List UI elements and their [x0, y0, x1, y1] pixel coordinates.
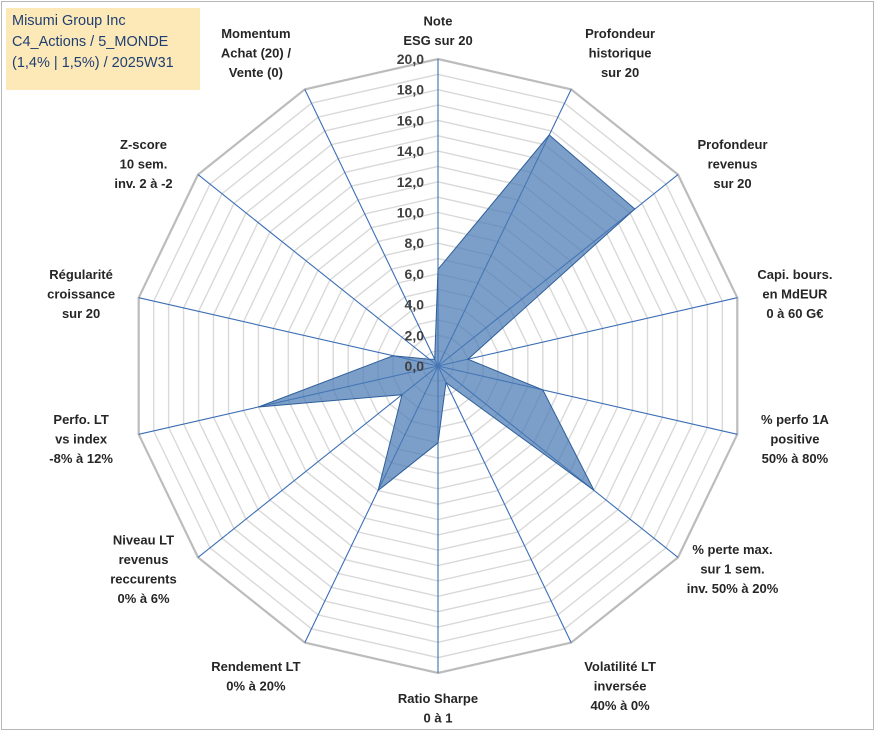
r-tick-label: 0,0 — [405, 358, 425, 374]
axis-label-line: % perte max. — [692, 542, 772, 557]
axis-label-line: 10 sem. — [120, 156, 168, 171]
axis-label-line: 40% à 0% — [590, 698, 650, 713]
r-tick-label: 12,0 — [397, 174, 424, 190]
title-line-category: C4_Actions / 5_MONDE — [12, 34, 169, 50]
axis-label-line: Achat (20) / — [221, 46, 291, 61]
axis-label-line: Régularité — [49, 267, 113, 282]
axis-label-line: inv. 50% à 20% — [687, 581, 779, 596]
axis-label: Momentum Achat (20) / Vente (0) — [221, 26, 291, 80]
axis-label-line: en MdEUR — [762, 287, 828, 302]
axis-label-line: vs index — [55, 431, 108, 446]
axis-label-line: 0% à 20% — [226, 678, 286, 693]
axis-label-line: sur 20 — [713, 176, 751, 191]
r-tick-label: 10,0 — [397, 205, 424, 221]
axis-label-line: Momentum — [221, 26, 290, 41]
axis-label-line: Profondeur — [697, 137, 767, 152]
axis-label-line: 0% à 6% — [117, 591, 169, 606]
title-box: Misumi Group Inc C4_Actions / 5_MONDE (1… — [6, 8, 200, 90]
axis-spoke — [437, 365, 572, 643]
axis-label: % perte max. sur 1 sem. inv. 50% à 20% — [687, 542, 779, 596]
axis-label-line: inv. 2 à -2 — [114, 176, 172, 191]
axis-label: Note ESG sur 20 — [403, 14, 472, 49]
r-tick-label: 20,0 — [397, 51, 424, 67]
axis-label-line: sur 1 sem. — [700, 562, 764, 577]
r-tick-label: 4,0 — [405, 297, 425, 313]
axis-spoke — [437, 297, 738, 367]
axis-label-line: inversée — [594, 678, 647, 693]
axis-label-line: revenus — [119, 552, 169, 567]
r-tick-label: 16,0 — [397, 112, 424, 128]
axis-label-line: % perfo 1A — [761, 412, 830, 427]
axis-label-line: Volatilité LT — [584, 659, 656, 674]
axis-label-line: -8% à 12% — [49, 451, 113, 466]
axis-label-line: sur 20 — [601, 65, 639, 80]
axis-label: Rendement LT 0% à 20% — [211, 659, 300, 694]
axis-label-line: Profondeur — [585, 26, 655, 41]
axis-label-line: sur 20 — [62, 306, 100, 321]
axis-label: Profondeur revenus sur 20 — [697, 137, 767, 191]
title-line-company: Misumi Group Inc — [12, 13, 126, 29]
axis-label-line: revenus — [708, 156, 758, 171]
axis-label: Perfo. LT vs index -8% à 12% — [49, 412, 113, 466]
axis-spoke — [138, 297, 439, 367]
axis-label-line: Z-score — [120, 137, 167, 152]
axis-label-line: 0 à 1 — [424, 711, 453, 726]
axis-spoke — [197, 174, 439, 367]
axis-label: Régularité croissance sur 20 — [47, 267, 115, 321]
r-tick-label: 8,0 — [405, 235, 425, 251]
axis-label-line: Vente (0) — [229, 65, 283, 80]
series-area — [258, 134, 636, 492]
r-tick-label: 18,0 — [397, 82, 424, 98]
axis-label-line: historique — [589, 46, 652, 61]
axis-label-line: Rendement LT — [211, 659, 300, 674]
r-tick-label: 2,0 — [405, 327, 425, 343]
axis-label-line: 50% à 80% — [762, 451, 829, 466]
axis-label-line: reccurents — [110, 571, 176, 586]
axis-label: Ratio Sharpe 0 à 1 — [398, 691, 478, 726]
axis-label: Capi. bours. en MdEUR 0 à 60 G€ — [757, 267, 832, 321]
axis-label-line: Niveau LT — [113, 532, 174, 547]
axis-spoke — [304, 89, 439, 367]
axis-label-line: ESG sur 20 — [403, 33, 472, 48]
axis-spoke — [197, 365, 439, 558]
r-tick-label: 14,0 — [397, 143, 424, 159]
axis-label-line: 0 à 60 G€ — [766, 306, 823, 321]
axis-label-line: positive — [770, 431, 819, 446]
axis-label-line: Note — [424, 14, 453, 29]
axis-label: Profondeur historique sur 20 — [585, 26, 655, 80]
axis-label-line: Capi. bours. — [757, 267, 832, 282]
axis-label-line: croissance — [47, 287, 115, 302]
axis-label: Volatilité LT inversée 40% à 0% — [584, 659, 656, 713]
r-tick-label: 6,0 — [405, 266, 425, 282]
axis-label: Z-score 10 sem. inv. 2 à -2 — [114, 137, 172, 191]
axis-label-line: Ratio Sharpe — [398, 691, 478, 706]
axis-label-line: Perfo. LT — [53, 412, 108, 427]
title-line-period: (1,4% | 1,5%) / 2025W31 — [12, 55, 174, 71]
axis-label: Niveau LT revenus reccurents 0% à 6% — [110, 532, 176, 606]
axis-label: % perfo 1A positive 50% à 80% — [761, 412, 830, 466]
